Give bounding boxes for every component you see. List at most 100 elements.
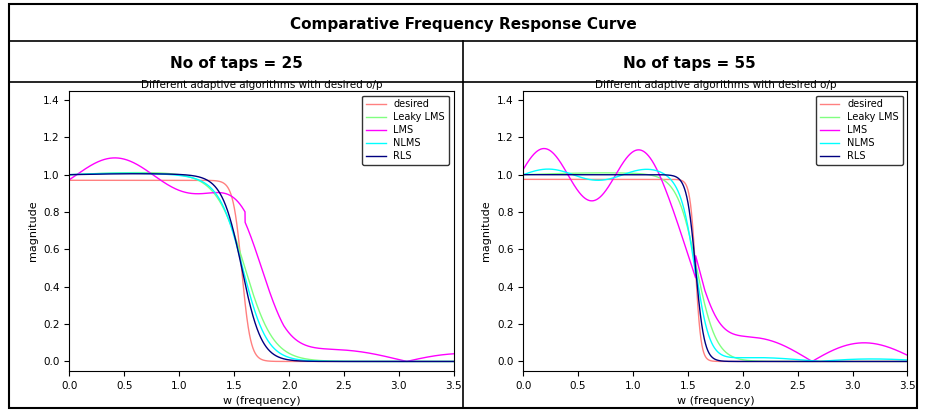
Y-axis label: magnitude: magnitude [482, 200, 492, 261]
Leaky LMS [399, 359, 410, 364]
Line: RLS: RLS [523, 175, 907, 361]
Leaky LMS [902, 359, 913, 364]
desired [682, 185, 693, 190]
NLMS [902, 358, 913, 363]
RLS [228, 229, 239, 234]
desired [584, 177, 595, 182]
RLS [853, 359, 864, 364]
NLMS [131, 171, 142, 176]
RLS [107, 171, 119, 176]
RLS [211, 186, 222, 191]
desired [448, 359, 459, 364]
Line: LMS: LMS [69, 158, 454, 361]
Leaky LMS [601, 171, 612, 176]
NLMS [64, 172, 75, 177]
desired [107, 178, 119, 183]
Text: Comparative Frequency Response Curve: Comparative Frequency Response Curve [290, 17, 636, 32]
Leaky LMS [228, 230, 239, 235]
LMS [131, 162, 142, 166]
desired [518, 177, 529, 182]
NLMS [107, 171, 119, 176]
Leaky LMS [133, 170, 144, 175]
Line: LMS: LMS [523, 149, 907, 361]
NLMS [895, 357, 906, 362]
RLS [64, 172, 75, 177]
RLS [399, 359, 410, 364]
Leaky LMS [584, 171, 595, 176]
LMS [401, 359, 412, 364]
NLMS [665, 177, 676, 182]
LMS [64, 177, 75, 182]
NLMS [228, 232, 239, 237]
Line: desired: desired [69, 180, 454, 361]
Leaky LMS [853, 359, 864, 364]
Leaky LMS [441, 359, 452, 364]
RLS [665, 173, 676, 178]
NLMS [561, 170, 572, 175]
NLMS [682, 221, 693, 226]
NLMS [211, 193, 222, 198]
RLS [131, 171, 142, 176]
RLS [448, 359, 459, 364]
desired [441, 359, 452, 364]
Line: Leaky LMS: Leaky LMS [69, 173, 454, 361]
Line: desired: desired [523, 179, 907, 361]
Leaky LMS [665, 184, 676, 189]
NLMS [853, 357, 864, 362]
RLS [441, 359, 452, 364]
desired [228, 201, 239, 206]
desired [665, 177, 676, 182]
NLMS [120, 171, 131, 176]
LMS [399, 358, 410, 363]
desired [895, 359, 906, 364]
LMS [665, 201, 676, 206]
RLS [895, 359, 906, 364]
LMS [211, 190, 222, 195]
LMS [584, 198, 595, 203]
Text: No of taps = 55: No of taps = 55 [623, 56, 757, 71]
NLMS [441, 359, 452, 364]
Title: Different adaptive algorithms with desired o/p: Different adaptive algorithms with desir… [594, 80, 836, 90]
Line: RLS: RLS [69, 174, 454, 361]
Line: NLMS: NLMS [69, 173, 454, 361]
X-axis label: w (frequency): w (frequency) [223, 396, 300, 406]
RLS [902, 359, 913, 364]
LMS [448, 351, 459, 356]
Leaky LMS [131, 170, 142, 175]
Legend: desired, Leaky LMS, LMS, NLMS, RLS: desired, Leaky LMS, LMS, NLMS, RLS [362, 96, 449, 165]
LMS [441, 352, 452, 357]
RLS [584, 172, 595, 177]
desired [853, 359, 864, 364]
X-axis label: w (frequency): w (frequency) [677, 396, 754, 406]
Leaky LMS [211, 194, 222, 199]
desired [211, 178, 222, 183]
LMS [539, 146, 550, 151]
NLMS [448, 359, 459, 364]
Leaky LMS [64, 172, 75, 177]
RLS [561, 172, 572, 177]
Line: NLMS: NLMS [523, 169, 907, 361]
desired [561, 177, 572, 182]
NLMS [543, 166, 554, 171]
LMS [902, 353, 913, 358]
desired [902, 359, 913, 364]
NLMS [584, 177, 595, 182]
LMS [518, 167, 529, 172]
RLS [131, 171, 143, 176]
Leaky LMS [107, 171, 119, 176]
Legend: desired, Leaky LMS, LMS, NLMS, RLS: desired, Leaky LMS, LMS, NLMS, RLS [816, 96, 903, 165]
LMS [109, 155, 120, 160]
NLMS [399, 359, 410, 364]
desired [399, 359, 410, 364]
LMS [853, 341, 864, 346]
Leaky LMS [682, 224, 693, 229]
RLS [518, 172, 529, 177]
desired [64, 178, 75, 183]
Leaky LMS [561, 171, 572, 176]
desired [131, 178, 142, 183]
NLMS [518, 172, 529, 177]
Y-axis label: magnitude: magnitude [28, 200, 38, 261]
Title: Different adaptive algorithms with desired o/p: Different adaptive algorithms with desir… [141, 80, 382, 90]
Leaky LMS [895, 359, 906, 364]
LMS [682, 250, 693, 255]
